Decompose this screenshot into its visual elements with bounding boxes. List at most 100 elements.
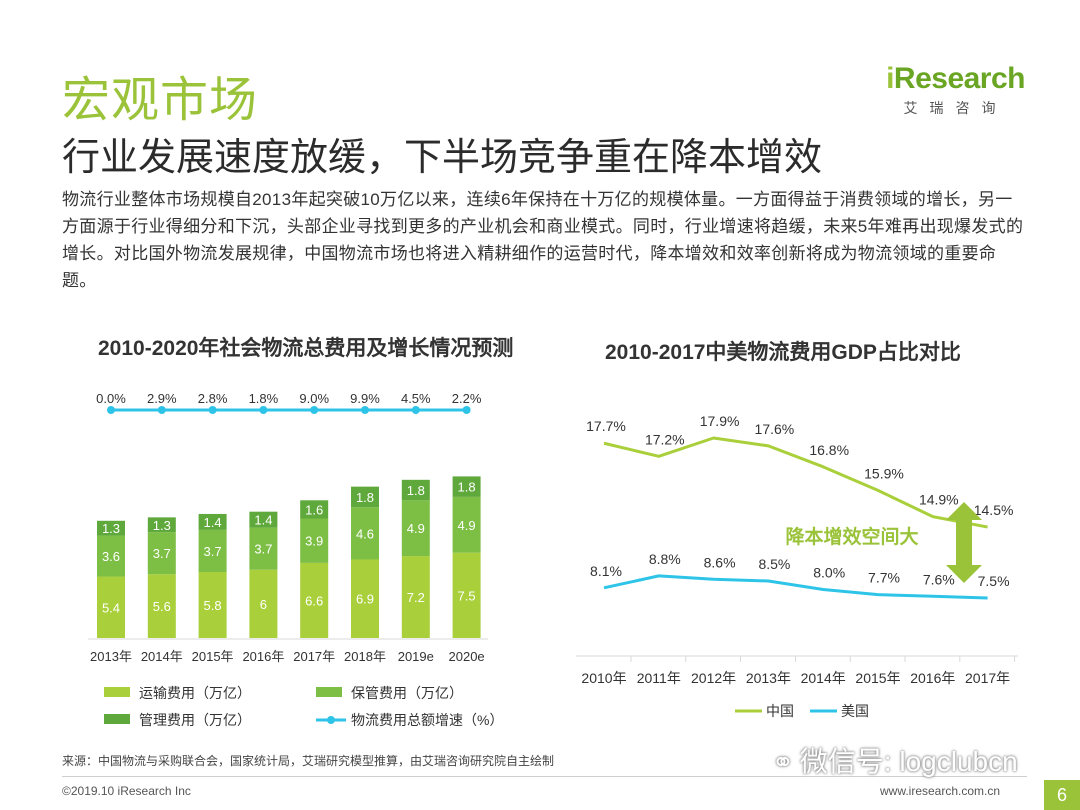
x-tick-label: 2016年 [242, 649, 284, 664]
watermark-text: 微信号: logclubcn [799, 746, 1018, 777]
legend-label: 美国 [841, 703, 869, 719]
bar-value-label: 3.7 [254, 542, 272, 557]
legend-label: 中国 [766, 703, 794, 719]
data-label: 7.7% [868, 570, 900, 586]
bar-value-label: 1.6 [305, 502, 323, 517]
chart1-stacked-bar: 0.0% 2.9% 2.8% 1.8% 9.0% 9.9% 4.5% 2.2% 5.4 3.6 1.… [88, 391, 503, 728]
legend-label: 保管费用（万亿） [351, 685, 463, 701]
x-tick-label: 2014年 [141, 649, 183, 664]
bar-value-label: 7.2 [407, 590, 425, 605]
bar-segment [452, 476, 481, 497]
series-line [603, 436, 988, 529]
bar-value-label: 1.3 [153, 518, 171, 533]
growth-label: 9.9% [350, 391, 380, 406]
x-tick-label: 2015年 [192, 649, 234, 664]
logo-subtitle: 艾瑞咨询 [903, 100, 1008, 116]
bar-value-label: 4.9 [458, 518, 476, 533]
bar-value-label: 4.9 [407, 521, 425, 536]
growth-point [411, 406, 420, 414]
body-paragraph: 物流行业整体市场规模自2013年起突破10万亿以来，连续6年保持在十万亿的规模体… [62, 190, 1024, 290]
bar-value-label: 5.4 [102, 600, 120, 615]
data-label: 17.9% [700, 413, 740, 429]
chart1-title: 2010-2020年社会物流总费用及增长情况预测 [98, 337, 514, 360]
bar-value-label: 1.8 [356, 490, 374, 505]
x-tick-label: 2016年 [910, 670, 955, 686]
bar-value-label: 1.8 [458, 480, 476, 495]
bar-segment [452, 496, 481, 553]
bar-segment [351, 507, 379, 560]
bar-segment [249, 569, 278, 638]
data-label: 8.5% [758, 556, 790, 572]
bar-segment [198, 513, 227, 530]
bar-segment [147, 532, 176, 575]
data-label: 17.2% [645, 431, 685, 447]
growth-point [462, 406, 471, 414]
data-label: 14.9% [919, 492, 959, 508]
data-label: 7.6% [923, 571, 955, 587]
x-tick-label: 2015年 [855, 670, 900, 686]
bar-segment [300, 500, 329, 519]
bar-value-label: 5.8 [204, 598, 222, 613]
growth-point [361, 406, 369, 414]
bar-value-label: 4.6 [356, 526, 374, 541]
bar-value-label: 1.3 [102, 521, 120, 536]
iresearch-logo: iResearch 艾瑞咨询 [886, 62, 1025, 118]
data-label: 8.1% [590, 563, 622, 579]
growth-point [157, 406, 166, 414]
legend-label: 运输费用（万亿） [139, 685, 251, 701]
double-arrow-icon [946, 502, 982, 583]
bar-segment [300, 518, 329, 563]
data-label: 8.0% [813, 565, 845, 581]
bar-value-label: 3.7 [204, 544, 222, 559]
gap-annotation: 降本增效空间大 [785, 525, 918, 548]
bar-segment [351, 559, 379, 638]
legend-label: 管理费用（万亿） [139, 712, 251, 728]
bar-value-label: 1.4 [204, 515, 222, 530]
x-tick-label: 2012年 [691, 670, 736, 686]
growth-point [310, 406, 319, 414]
x-tick-label: 2013年 [746, 670, 791, 686]
data-label: 15.9% [864, 465, 904, 481]
chart2-line: 17.7% 17.2% 17.9% 17.6% 16.8% 15.9% 14.9% 14.5%… [576, 413, 1018, 719]
divider [62, 776, 1027, 777]
bar-segment [300, 562, 329, 638]
data-label: 16.8% [809, 442, 849, 458]
growth-point [259, 406, 268, 414]
x-tick-label: 2017年 [293, 649, 335, 664]
bar-value-label: 6.6 [305, 593, 323, 608]
bar-segment [198, 571, 227, 638]
growth-label: 2.8% [198, 391, 228, 406]
legend-marker [327, 716, 335, 724]
bar-segment [97, 520, 125, 536]
bar-value-label: 3.7 [153, 546, 171, 561]
series-line [603, 574, 988, 600]
chart2-title: 2010-2017中美物流费用GDP占比对比 [605, 341, 961, 364]
legend-swatch [104, 687, 130, 697]
bar-segment [97, 535, 125, 577]
growth-label: 0.0% [96, 391, 126, 406]
bar-segment [97, 576, 125, 638]
bar-value-label: 7.5 [458, 588, 476, 603]
copyright: ©2019.10 iResearch Inc [62, 784, 191, 798]
x-tick-label: 2017年 [965, 670, 1010, 686]
logo-i: i [886, 62, 894, 95]
logo-text: Research [893, 62, 1026, 95]
x-tick-label: 2020e [449, 649, 485, 664]
bar-segment [147, 517, 176, 533]
bar-segment [198, 529, 227, 572]
legend-swatch [104, 714, 130, 724]
bar-value-label: 5.6 [153, 599, 171, 614]
bar-value-label: 1.4 [254, 513, 272, 528]
wechat-icon: ⚭ [772, 747, 794, 777]
site-url: www.iresearch.com.cn [880, 784, 1001, 798]
growth-label: 9.0% [299, 391, 329, 406]
data-label: 7.5% [978, 573, 1010, 589]
growth-label: 2.9% [147, 391, 177, 406]
x-tick-label: 2013年 [90, 649, 132, 664]
data-label: 14.5% [974, 502, 1014, 518]
bar-segment [249, 527, 278, 570]
growth-label: 1.8% [249, 391, 279, 406]
bar-value-label: 6.9 [356, 592, 374, 607]
bar-value-label: 3.6 [102, 549, 120, 564]
bar-segment [401, 479, 430, 501]
